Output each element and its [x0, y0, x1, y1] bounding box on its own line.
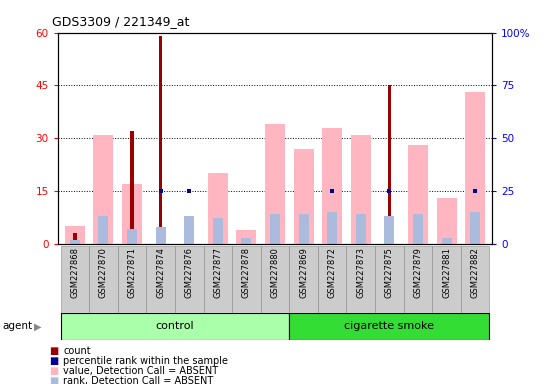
Bar [270, 214, 280, 244]
Bar [413, 214, 423, 244]
Bar [408, 145, 428, 244]
Bar [208, 174, 228, 244]
Bar [318, 246, 346, 313]
Bar [327, 212, 337, 244]
Bar [94, 135, 113, 244]
Text: GSM227874: GSM227874 [156, 247, 165, 298]
Bar [70, 240, 80, 244]
Bar [265, 124, 285, 244]
Bar [60, 313, 289, 340]
Bar [130, 131, 134, 244]
Bar [175, 246, 204, 313]
Text: ■: ■ [50, 376, 59, 384]
Bar [127, 229, 137, 244]
Bar [184, 217, 194, 244]
Text: GSM227875: GSM227875 [385, 247, 394, 298]
Bar [470, 212, 480, 244]
Text: GSM227870: GSM227870 [99, 247, 108, 298]
Text: ▶: ▶ [34, 321, 42, 331]
Text: ■: ■ [50, 346, 59, 356]
Bar [384, 217, 394, 244]
Text: GSM227868: GSM227868 [70, 247, 79, 298]
Bar [346, 246, 375, 313]
Text: GSM227882: GSM227882 [471, 247, 480, 298]
Bar [156, 227, 166, 244]
Bar [465, 93, 485, 244]
Text: GSM227880: GSM227880 [271, 247, 279, 298]
Text: rank, Detection Call = ABSENT: rank, Detection Call = ABSENT [63, 376, 213, 384]
Text: GSM227872: GSM227872 [328, 247, 337, 298]
Bar [73, 233, 76, 244]
Bar [375, 246, 404, 313]
Text: GSM227871: GSM227871 [128, 247, 136, 298]
Text: GSM227873: GSM227873 [356, 247, 365, 298]
Text: value, Detection Call = ABSENT: value, Detection Call = ABSENT [63, 366, 218, 376]
Bar [122, 184, 142, 244]
Bar [118, 246, 146, 313]
Bar [159, 36, 162, 244]
Bar [388, 86, 391, 244]
Text: GSM227878: GSM227878 [242, 247, 251, 298]
Text: cigarette smoke: cigarette smoke [344, 321, 434, 331]
Text: GSM227869: GSM227869 [299, 247, 308, 298]
Bar [351, 135, 371, 244]
Bar [437, 198, 456, 244]
Bar [98, 217, 108, 244]
Bar [204, 246, 232, 313]
Text: agent: agent [3, 321, 33, 331]
Text: ■: ■ [50, 356, 59, 366]
Bar [261, 246, 289, 313]
Bar [89, 246, 118, 313]
Bar [299, 214, 309, 244]
Bar [432, 246, 461, 313]
Bar [356, 214, 366, 244]
Bar [404, 246, 432, 313]
Bar [213, 218, 223, 244]
Bar [289, 313, 490, 340]
Text: GDS3309 / 221349_at: GDS3309 / 221349_at [52, 15, 190, 28]
Bar [322, 127, 342, 244]
Text: GSM227879: GSM227879 [414, 247, 422, 298]
Text: control: control [156, 321, 194, 331]
Text: ■: ■ [50, 366, 59, 376]
Text: GSM227877: GSM227877 [213, 247, 222, 298]
Text: GSM227876: GSM227876 [185, 247, 194, 298]
Bar [294, 149, 313, 244]
Bar [65, 226, 85, 244]
Bar [60, 246, 89, 313]
Bar [146, 246, 175, 313]
Bar [236, 230, 256, 244]
Bar [442, 237, 452, 244]
Bar [461, 246, 490, 313]
Text: percentile rank within the sample: percentile rank within the sample [63, 356, 228, 366]
Text: count: count [63, 346, 91, 356]
Bar [241, 237, 251, 244]
Bar [289, 246, 318, 313]
Text: GSM227881: GSM227881 [442, 247, 451, 298]
Bar [232, 246, 261, 313]
